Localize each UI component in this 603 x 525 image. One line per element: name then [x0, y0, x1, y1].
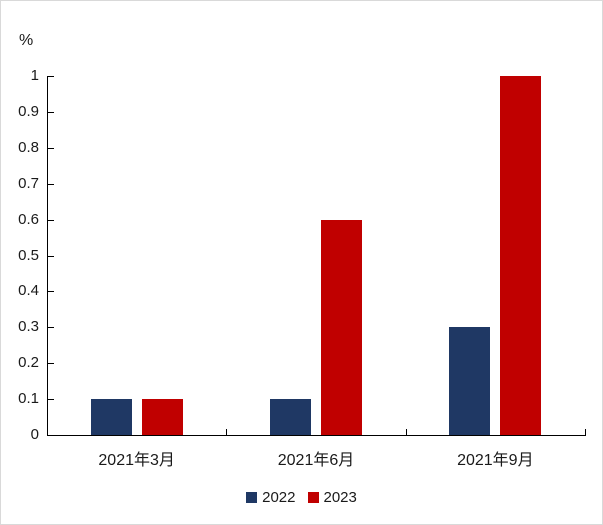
legend: 2022 2023	[1, 489, 602, 506]
y-tick-label: 0.2	[18, 354, 39, 372]
y-tick-label: 0.8	[18, 138, 39, 156]
x-category-label: 2021年3月	[98, 452, 175, 469]
y-tick	[48, 291, 54, 293]
y-tick-label: 0.6	[18, 210, 39, 228]
y-axis-unit-label: %	[19, 32, 34, 49]
x-tick	[405, 429, 407, 435]
y-axis-line	[47, 76, 48, 436]
y-tick	[48, 147, 54, 149]
legend-swatch-icon	[307, 492, 319, 503]
y-tick	[48, 399, 54, 401]
y-tick-label: 0.1	[18, 390, 39, 408]
y-tick	[48, 255, 54, 257]
y-tick-label: 0.3	[18, 318, 39, 336]
legend-swatch-icon	[246, 492, 258, 503]
x-tick	[585, 429, 586, 435]
y-tick	[48, 76, 54, 77]
x-tick	[226, 429, 228, 435]
y-tick-label: 0	[30, 426, 39, 443]
y-tick	[48, 219, 54, 221]
y-tick	[48, 111, 54, 113]
y-tick-label: 1	[30, 67, 39, 84]
y-tick	[48, 363, 54, 365]
bar-2022-2021年3月	[90, 399, 132, 435]
x-category-label: 2021年9月	[457, 452, 534, 469]
y-tick-label: 0.7	[18, 174, 39, 192]
bar-2023-2021年3月	[141, 399, 183, 435]
x-category-label: 2021年6月	[277, 452, 355, 469]
y-tick-label: 0.9	[18, 102, 39, 120]
y-tick	[48, 435, 54, 436]
legend-item-2022: 2022	[246, 489, 296, 506]
bar-2023-2021年6月	[321, 219, 362, 435]
y-tick	[48, 327, 54, 329]
y-tick-label: 0.4	[18, 282, 39, 300]
bar-2022-2021年9月	[449, 327, 491, 435]
y-tick	[48, 183, 54, 185]
legend-label: 2022	[262, 489, 296, 506]
x-axis-line	[47, 435, 586, 436]
legend-label: 2023	[323, 489, 357, 506]
x-tick	[47, 429, 48, 435]
bar-2023-2021年9月	[500, 76, 542, 435]
y-tick-label: 0.5	[18, 246, 39, 264]
bar-2022-2021年6月	[270, 399, 311, 435]
legend-item-2023: 2023	[307, 489, 357, 506]
